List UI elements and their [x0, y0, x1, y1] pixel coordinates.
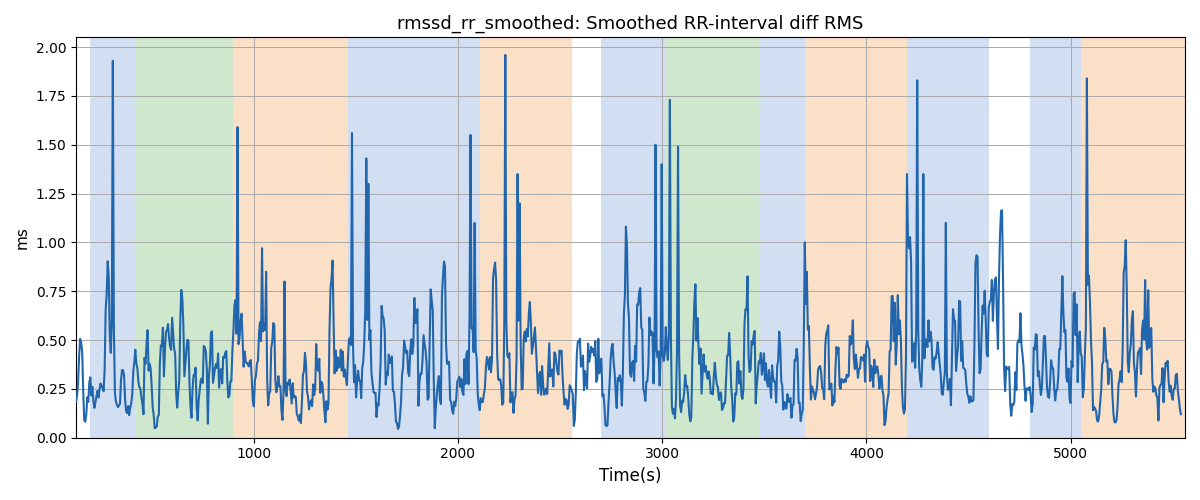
Bar [907, 38, 989, 438]
Bar [136, 38, 233, 438]
Bar [233, 38, 348, 438]
Y-axis label: ms: ms [14, 226, 30, 249]
Bar [601, 38, 666, 438]
Bar [761, 38, 805, 438]
Bar [480, 38, 572, 438]
Bar [805, 38, 907, 438]
Bar [1081, 38, 1186, 438]
Title: rmssd_rr_smoothed: Smoothed RR-interval diff RMS: rmssd_rr_smoothed: Smoothed RR-interval … [397, 15, 864, 34]
Bar [1030, 38, 1081, 438]
X-axis label: Time(s): Time(s) [599, 467, 661, 485]
Bar [666, 38, 761, 438]
Bar [90, 38, 136, 438]
Bar [348, 38, 480, 438]
